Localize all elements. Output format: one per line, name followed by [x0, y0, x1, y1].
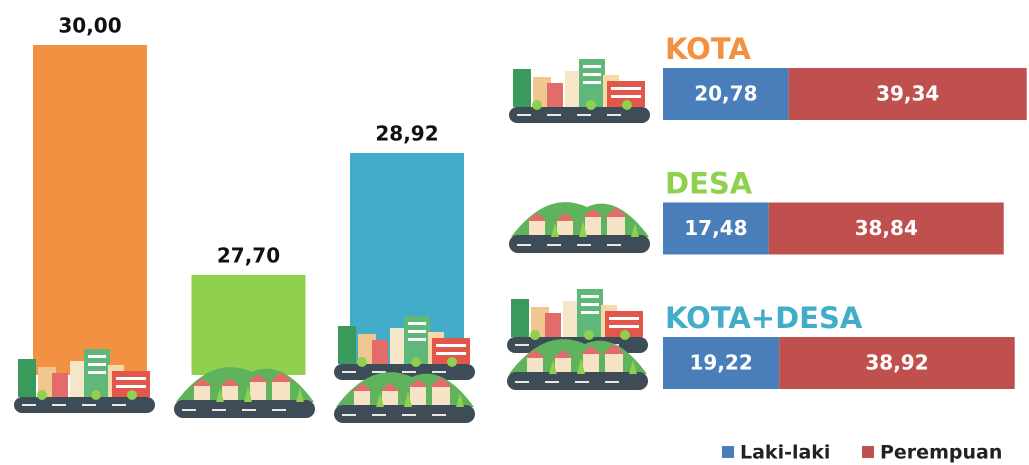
value-label: 30,00 — [58, 14, 121, 38]
bar-segment — [663, 202, 769, 255]
category-label: KOTA+DESA — [665, 301, 863, 335]
bar-segment — [779, 337, 1015, 389]
value-label: 27,70 — [217, 244, 280, 268]
bar-segment — [663, 337, 780, 389]
city-icon — [509, 59, 650, 123]
village-icon — [509, 202, 650, 253]
legend-swatch — [862, 446, 874, 458]
category-label: KOTA — [665, 32, 751, 66]
bar-segment — [768, 202, 1004, 255]
value-label: 38,92 — [865, 351, 928, 375]
value-label: 38,84 — [855, 216, 918, 240]
value-label: 28,92 — [375, 122, 438, 146]
category-label: DESA — [665, 167, 753, 201]
legend-label: Perempuan — [880, 442, 1002, 464]
value-label: 39,34 — [876, 82, 939, 106]
value-label: 17,48 — [684, 216, 747, 240]
bar-segment — [663, 68, 789, 120]
value-label: 20,78 — [694, 82, 757, 106]
bar — [191, 275, 306, 375]
value-label: 19,22 — [690, 351, 753, 375]
bar-segment — [788, 68, 1027, 120]
bar — [33, 45, 147, 375]
legend-swatch — [722, 446, 734, 458]
legend-label: Laki-laki — [740, 442, 830, 464]
